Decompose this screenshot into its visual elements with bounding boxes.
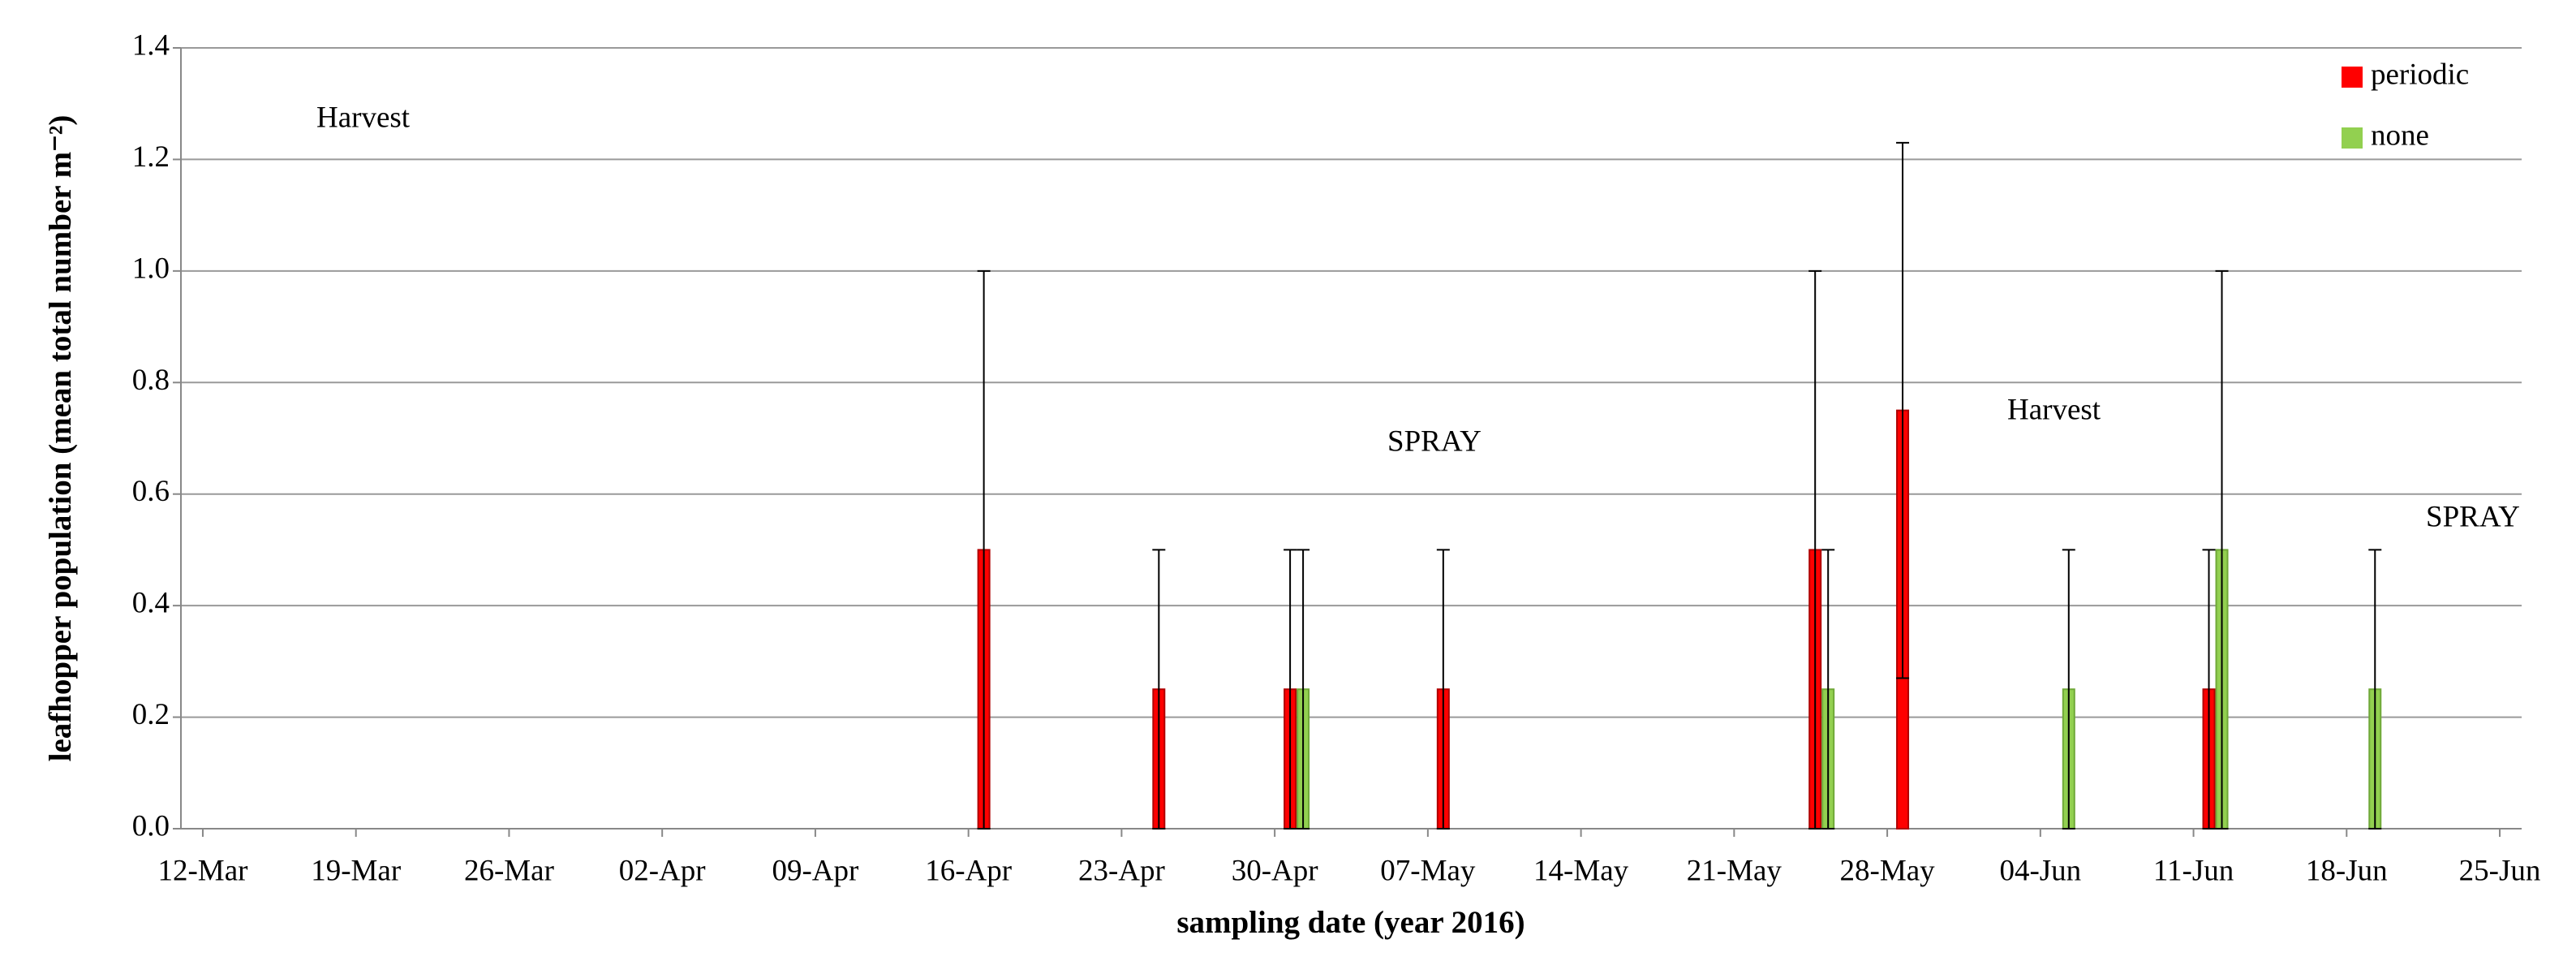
y-tick-label: 1.0 [132,252,170,285]
y-tick-label: 1.2 [132,140,170,174]
y-tick-label: 0.6 [132,475,170,508]
y-tick-label: 1.4 [132,28,170,62]
error-bar [2062,549,2075,830]
x-axis-title: sampling date (year 2016) [1176,905,1525,940]
error-bar [2202,549,2216,830]
x-tick-label: 26-Mar [464,854,554,887]
error-bar [1297,549,1310,830]
x-tick-label: 30-Apr [1232,854,1318,887]
x-tick-label: 09-Apr [772,854,858,887]
x-tick-label: 28-May [1840,854,1936,887]
legend-swatch [2342,67,2363,88]
x-tick-label: 19-Mar [311,854,401,887]
x-tick-label: 25-Jun [2459,854,2541,887]
x-tick-label: 04-Jun [1999,854,2081,887]
x-tick-label: 14-May [1533,854,1629,887]
x-tick-label: 23-Apr [1078,854,1165,887]
error-bar [1152,549,1166,830]
y-tick-label: 0.0 [132,809,170,842]
y-tick-label: 0.2 [132,698,170,731]
error-bar [1896,141,1910,679]
y-tick-label: 0.8 [132,364,170,397]
y-axis-title: leafhopper population (mean total number… [43,115,78,762]
x-tick-label: 12-Mar [157,854,247,887]
x-tick-label: 07-May [1380,854,1476,887]
error-bar [977,269,991,830]
legend-swatch [2342,127,2363,149]
annotation: SPRAY [2426,500,2520,533]
x-tick-label: 16-Apr [925,854,1012,887]
error-bar [2368,549,2382,830]
error-bar [2215,269,2229,830]
annotation: SPRAY [1387,424,1482,458]
error-bar [1808,269,1822,830]
x-tick-label: 11-Jun [2153,854,2234,887]
legend-label: periodic [2371,58,2469,91]
x-tick-label: 21-May [1687,854,1783,887]
y-tick-label: 0.4 [132,587,170,620]
x-tick-label: 02-Apr [619,854,706,887]
annotation: Harvest [316,101,411,134]
x-tick-label: 18-Jun [2306,854,2388,887]
error-bar [1436,549,1450,830]
annotation: Harvest [2007,393,2101,426]
legend-label: none [2371,119,2429,152]
error-bar [1284,549,1297,830]
error-bar [1821,549,1835,830]
